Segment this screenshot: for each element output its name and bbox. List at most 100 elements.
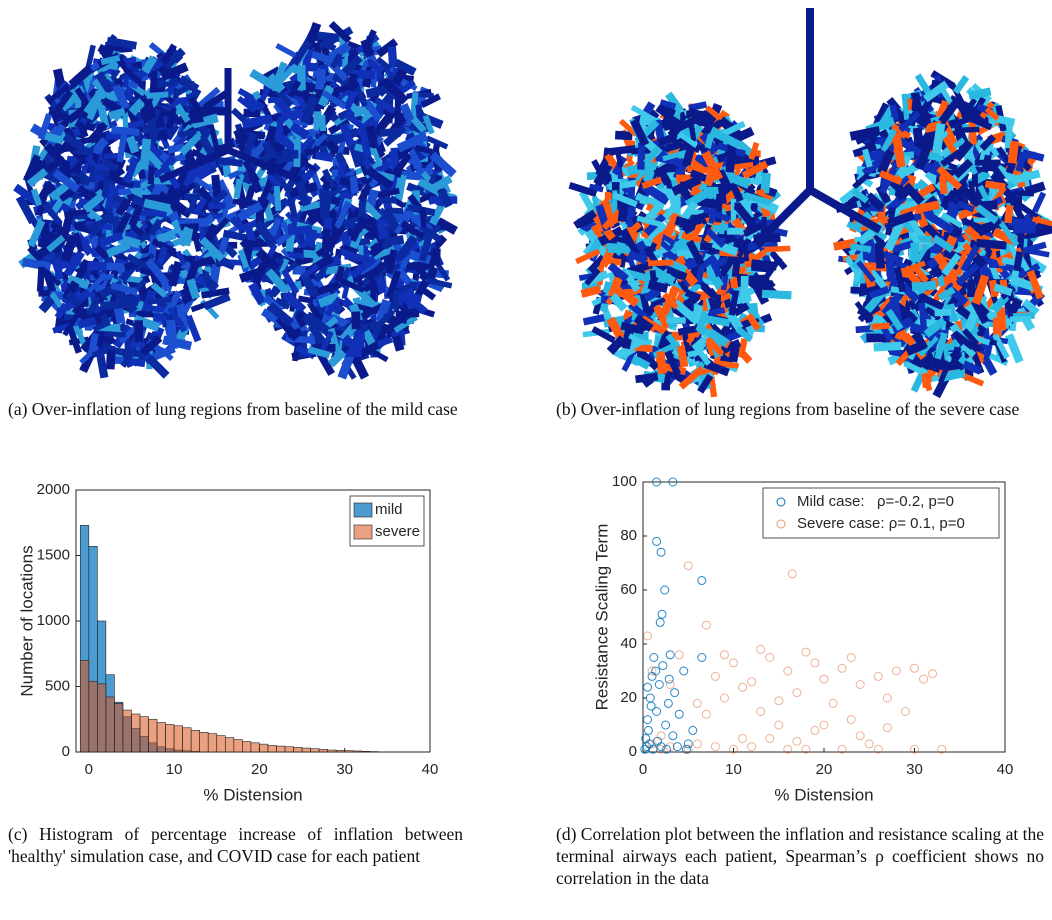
airway <box>171 324 173 344</box>
airway <box>334 57 339 65</box>
airway <box>904 96 906 117</box>
airway <box>944 347 956 348</box>
airway <box>958 80 965 90</box>
airway <box>692 105 703 107</box>
airway <box>111 41 132 45</box>
y-tick-label: 60 <box>620 581 637 598</box>
airway <box>730 147 732 168</box>
histogram-bar <box>174 726 183 752</box>
airway <box>950 205 952 215</box>
airway <box>99 335 101 343</box>
airway <box>613 341 620 348</box>
airway <box>645 181 658 185</box>
airway <box>697 215 705 218</box>
airway <box>157 82 174 84</box>
airway <box>222 236 227 251</box>
airway <box>121 191 132 192</box>
airway <box>405 225 412 230</box>
airway <box>306 101 312 119</box>
airway <box>322 118 323 128</box>
airway <box>319 156 329 158</box>
airway <box>334 355 341 362</box>
histogram-bar <box>191 730 200 752</box>
airway <box>277 189 278 208</box>
airway <box>107 103 117 108</box>
airway <box>614 282 618 293</box>
airway <box>129 123 141 126</box>
airway <box>661 356 662 370</box>
airway <box>279 47 298 57</box>
airway <box>994 270 998 280</box>
airway <box>989 184 1002 186</box>
airway <box>371 90 384 93</box>
airway <box>320 248 326 253</box>
airway <box>1013 303 1017 310</box>
airway <box>1027 304 1034 310</box>
airway <box>108 188 112 207</box>
airway <box>709 365 725 371</box>
airway <box>334 48 345 55</box>
histogram-bar <box>149 719 158 752</box>
airway <box>671 271 684 276</box>
histogram-bar <box>319 749 328 752</box>
airway <box>898 270 902 288</box>
airway <box>765 177 766 188</box>
airway <box>149 95 165 96</box>
airway <box>66 165 67 174</box>
airway <box>121 203 126 211</box>
airway <box>179 176 183 184</box>
airway <box>639 377 654 379</box>
airway <box>267 206 270 217</box>
airway <box>942 372 945 380</box>
airway <box>724 277 725 288</box>
airway <box>751 319 756 326</box>
airway <box>714 262 718 273</box>
airway <box>918 238 929 239</box>
airway <box>413 95 415 116</box>
y-tick-label: 100 <box>612 473 637 490</box>
airway <box>416 121 422 128</box>
airway <box>734 186 739 197</box>
histogram-bar <box>106 697 115 752</box>
airway <box>399 64 411 70</box>
histogram-bar <box>200 732 209 752</box>
airway <box>171 147 180 149</box>
airway <box>921 205 935 208</box>
airway <box>730 315 737 326</box>
airway <box>325 44 332 48</box>
airway <box>663 335 666 344</box>
airway <box>651 209 656 215</box>
airway <box>148 204 166 208</box>
airway <box>998 288 1008 291</box>
airway <box>174 102 183 103</box>
airway <box>292 229 308 231</box>
airway <box>131 141 134 149</box>
histogram-bar <box>166 724 175 752</box>
legend-label: severe <box>375 523 420 540</box>
x-tick-label: 10 <box>166 761 183 778</box>
airway <box>390 210 401 211</box>
airway <box>988 363 992 370</box>
airway <box>896 244 911 249</box>
airway <box>599 169 606 181</box>
airway <box>663 108 672 112</box>
x-tick-label: 0 <box>639 761 647 778</box>
histogram-bar <box>311 749 320 752</box>
airway <box>247 119 268 123</box>
airway <box>300 184 306 201</box>
airway <box>118 309 120 319</box>
y-axis-label: Number of locations <box>17 545 36 696</box>
airway <box>322 192 323 212</box>
histogram-bar <box>362 751 371 752</box>
airway <box>700 267 702 276</box>
airway <box>153 75 154 91</box>
airway <box>92 266 103 267</box>
airway <box>873 290 885 294</box>
airway <box>736 179 745 183</box>
airway <box>1017 255 1019 267</box>
airway <box>681 350 683 363</box>
histogram-bar <box>242 742 251 752</box>
airway <box>695 174 703 177</box>
x-tick-label: 20 <box>816 761 833 778</box>
